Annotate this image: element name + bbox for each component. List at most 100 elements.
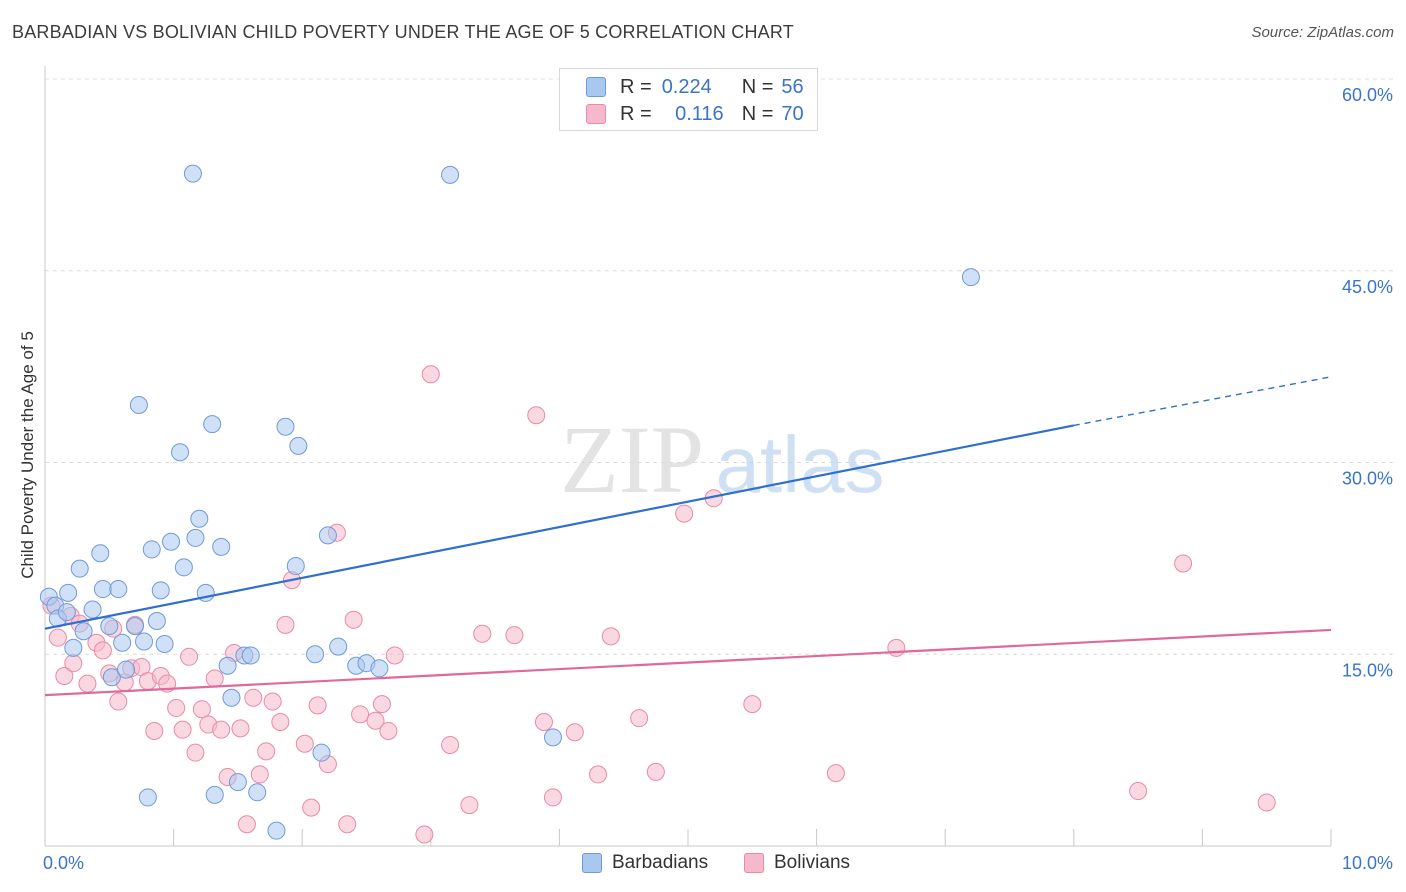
grid-lines <box>45 78 1393 655</box>
barbadian-point <box>205 785 224 804</box>
bolivian-point <box>145 721 164 740</box>
bolivian-point <box>372 695 391 714</box>
barbadian-point <box>218 656 237 675</box>
barbadian-point <box>155 635 174 654</box>
barbadian-point <box>276 417 295 436</box>
bolivian-point <box>565 723 584 742</box>
barbadian-point <box>138 788 157 807</box>
bolivian-point <box>441 736 460 755</box>
barbadian-point <box>113 633 132 652</box>
barbadian-point <box>126 617 145 636</box>
watermark: ZIP atlas <box>560 406 884 513</box>
bolivian-point <box>109 692 128 711</box>
legend-swatch-bolivians <box>744 853 764 873</box>
y-tick-label: 60.0% <box>1342 85 1393 105</box>
tick-labels: 15.0% 30.0% 45.0% 60.0% 0.0% 10.0% <box>43 85 1393 873</box>
bolivian-point <box>646 762 665 781</box>
bolivian-point <box>630 709 649 728</box>
bolivian-point <box>1129 782 1148 801</box>
barbadian-point <box>543 728 562 747</box>
bolivian-point <box>250 765 269 784</box>
barbadian-point <box>83 600 102 619</box>
bolivian-point <box>601 627 620 646</box>
bolivian-point <box>379 721 398 740</box>
bolivian-point <box>173 720 192 739</box>
barbadian-point <box>102 668 121 687</box>
legend-item-barbadians[interactable]: Barbadians <box>582 852 708 874</box>
barbadians-trend-extension <box>1073 376 1332 427</box>
bolivian-point <box>543 788 562 807</box>
barbadian-point <box>142 540 161 559</box>
barbadian-point <box>222 688 241 707</box>
bolivian-point <box>473 624 492 643</box>
bolivian-point <box>887 638 906 657</box>
watermark-zip: ZIP <box>560 406 704 513</box>
barbadian-point <box>248 783 267 802</box>
barbadian-point <box>70 559 89 578</box>
bolivian-point <box>205 669 224 688</box>
watermark-atlas: atlas <box>716 420 885 509</box>
bolivian-point <box>366 711 385 730</box>
bolivian-point <box>460 796 479 815</box>
bolivian-point <box>55 666 74 685</box>
barbadian-point <box>129 395 148 414</box>
source-label: Source: ZipAtlas.com <box>1251 24 1394 41</box>
bolivian-point <box>302 798 321 817</box>
legend-r-label: R = <box>620 102 652 125</box>
barbadian-point <box>183 164 202 183</box>
bolivian-point <box>826 764 845 783</box>
barbadian-point <box>203 415 222 434</box>
y-axis-label: Child Poverty Under the Age of 5 <box>18 331 37 579</box>
legend-swatch-barbadians <box>586 77 606 97</box>
legend-n-label: N = <box>741 102 774 125</box>
bolivian-point <box>351 705 370 724</box>
bolivian-point <box>212 720 231 739</box>
barbadian-point <box>961 268 980 287</box>
barbadian-point <box>135 632 154 651</box>
legend-item-bolivians[interactable]: Bolivians <box>744 852 850 874</box>
bolivian-point <box>244 688 263 707</box>
barbadian-point <box>228 773 247 792</box>
bolivian-point <box>263 692 282 711</box>
bolivian-point <box>534 713 553 732</box>
bolivian-point <box>1257 793 1276 812</box>
bolivian-point <box>167 698 186 717</box>
legend-n-value: 70 <box>781 102 804 125</box>
y-tick-label: 15.0% <box>1342 660 1393 680</box>
legend-r-label: R = <box>620 75 652 98</box>
bolivian-point <box>588 765 607 784</box>
bolivian-point <box>743 695 762 714</box>
chart-title: BARBADIAN VS BOLIVIAN CHILD POVERTY UNDE… <box>12 22 794 42</box>
barbadian-point <box>441 165 460 184</box>
barbadian-point <box>57 603 76 622</box>
bolivians-points <box>42 365 1276 844</box>
bolivian-point <box>192 700 211 719</box>
barbadian-point <box>171 443 190 462</box>
barbadian-point <box>306 645 325 664</box>
legend-n-value: 56 <box>781 75 804 98</box>
legend-label-barbadians: Barbadians <box>612 852 709 873</box>
bolivians-trend-line <box>44 628 1332 697</box>
barbadian-point <box>318 526 337 545</box>
bolivian-point <box>308 696 327 715</box>
barbadian-point <box>117 660 136 679</box>
y-tick-label: 30.0% <box>1342 469 1393 489</box>
barbadian-point <box>241 646 260 665</box>
barbadian-point <box>151 581 170 600</box>
barbadian-point <box>329 637 348 656</box>
bolivian-point <box>237 815 256 834</box>
y-tick-label: 45.0% <box>1342 277 1393 297</box>
legend-label-bolivians: Bolivians <box>774 852 851 873</box>
bolivian-point <box>527 406 546 425</box>
barbadian-point <box>370 659 389 678</box>
barbadian-point <box>59 583 78 602</box>
barbadian-point <box>74 622 93 641</box>
barbadian-point <box>162 532 181 551</box>
barbadian-point <box>312 743 331 762</box>
trend-lines <box>44 376 1332 697</box>
barbadian-point <box>147 612 166 631</box>
bolivian-point <box>295 734 314 753</box>
bolivian-point <box>64 654 83 673</box>
barbadian-point <box>267 821 286 840</box>
x-tick-label: 10.0% <box>1342 853 1393 873</box>
